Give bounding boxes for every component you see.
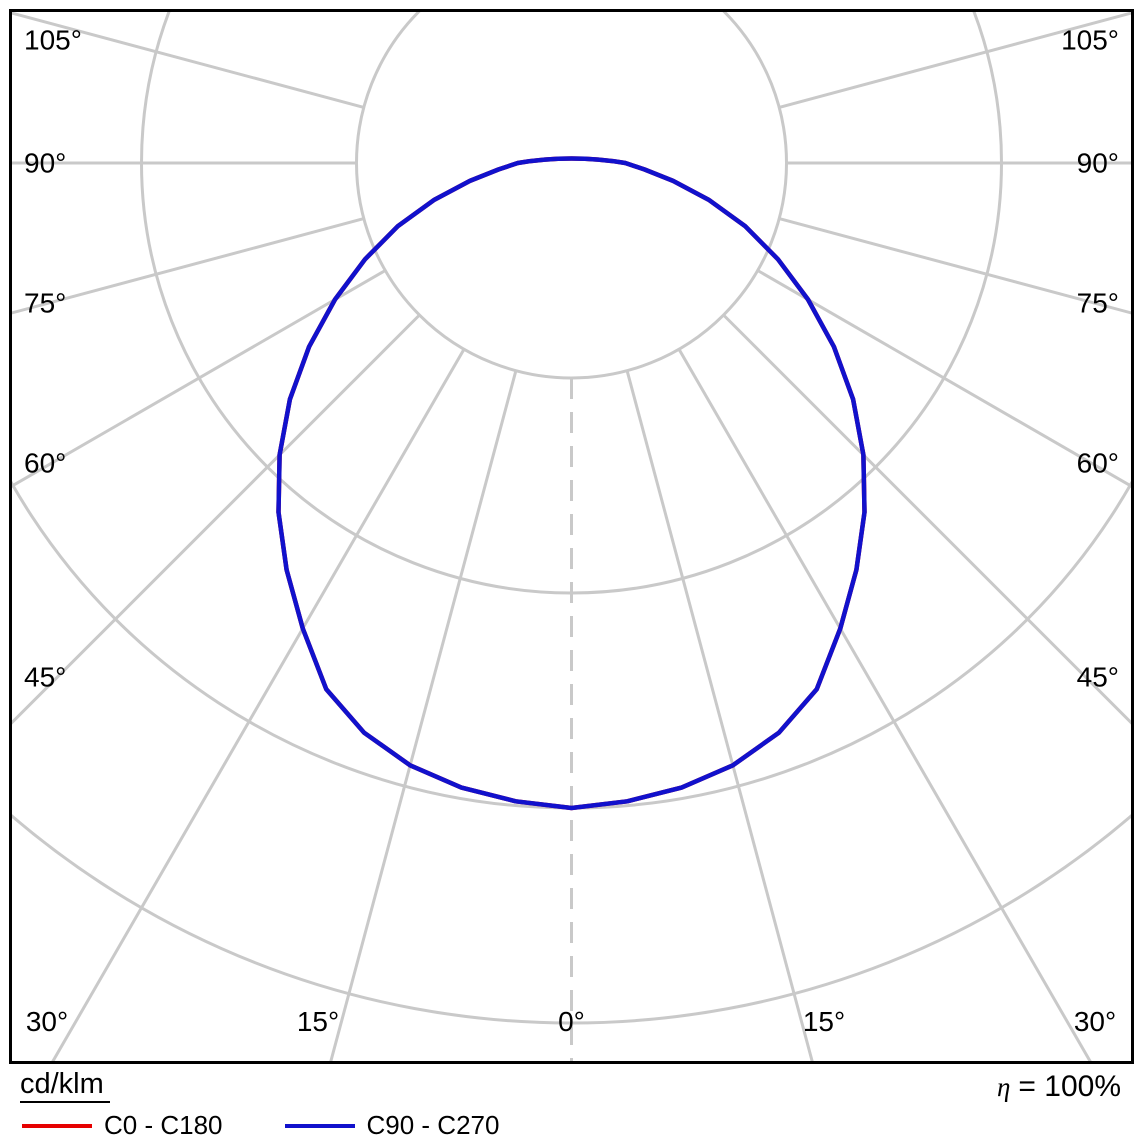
angle-label: 90° (1077, 148, 1119, 179)
c90-series-label: C90 - C270 (366, 1110, 500, 1140)
angle-label: 75° (24, 288, 66, 319)
angle-label: 0° (558, 1006, 585, 1037)
angle-label: 60° (24, 448, 66, 479)
angle-label: 105° (1061, 25, 1119, 56)
angle-label: 75° (1077, 288, 1119, 319)
c90-line-sample (284, 1123, 355, 1128)
eta-symbol: η (997, 1072, 1011, 1102)
chart-frame (9, 9, 1134, 1064)
efficiency-label: η = 100% (997, 1070, 1121, 1104)
polar-grid (12, 12, 1131, 1061)
angle-label: 30° (1074, 1006, 1116, 1037)
c0-line-sample (22, 1123, 92, 1128)
angle-label: 15° (803, 1006, 845, 1037)
efficiency-value: = 100% (1018, 1070, 1121, 1103)
legend: cd/klm η = 100% C0 - C180 C90 - C270 (0, 1066, 1143, 1143)
angle-label: 90° (24, 148, 66, 179)
angle-label: 45° (1077, 662, 1119, 693)
angle-label: 105° (24, 25, 82, 56)
c0-series-label: C0 - C180 (104, 1110, 223, 1140)
curve-c90-c270 (276, 156, 867, 811)
angle-label: 45° (24, 662, 66, 693)
legend-series-row: C0 - C180 C90 - C270 (22, 1110, 499, 1141)
polar-chart-svg: 105° 105° 90° 90° 75° 75° 60° 60° 45° 45° 30° 15° 0°… (9, 9, 1134, 1064)
units-label: cd/klm (20, 1068, 110, 1103)
angle-label: 15° (297, 1006, 339, 1037)
angle-label: 30° (26, 1006, 68, 1037)
angle-label: 60° (1077, 448, 1119, 479)
